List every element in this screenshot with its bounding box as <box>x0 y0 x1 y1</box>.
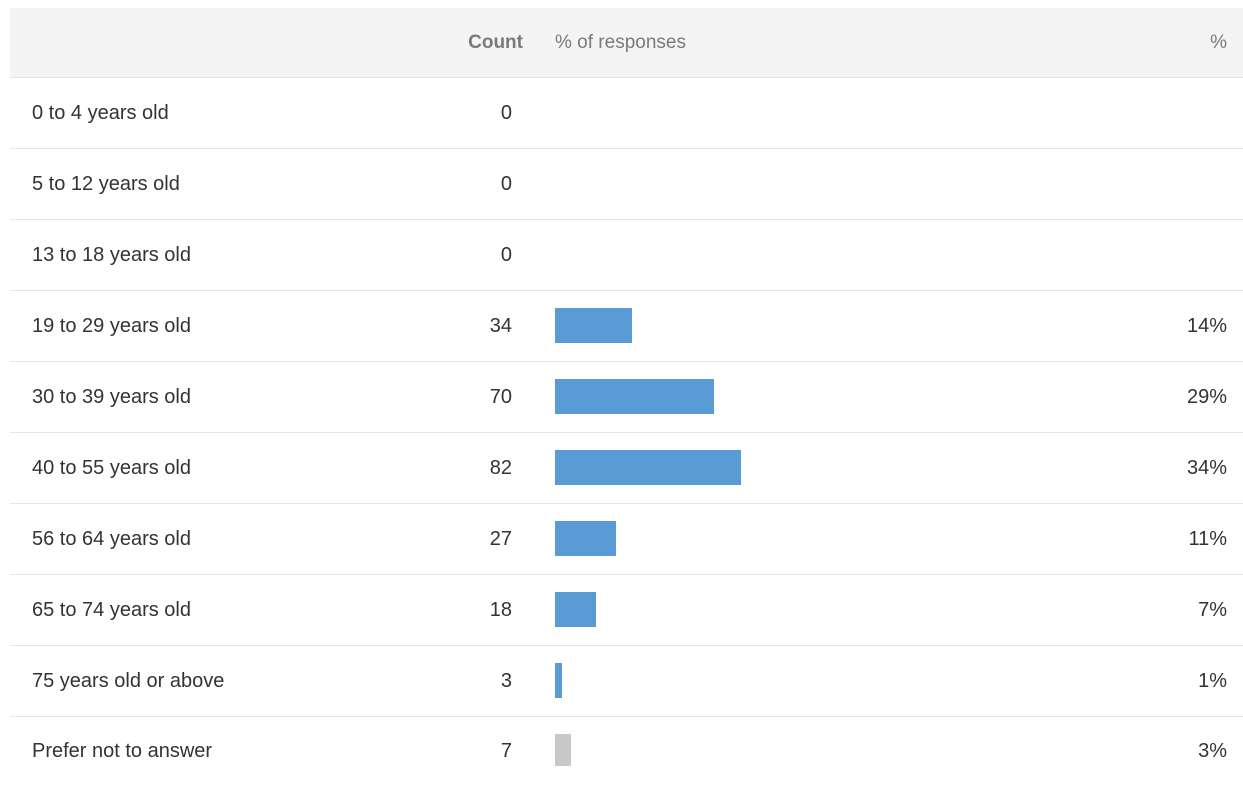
table-row: 56 to 64 years old 27 11% <box>10 504 1243 575</box>
table-body: 0 to 4 years old 0 5 to 12 years old 0 13 to… <box>10 78 1243 777</box>
row-label: 19 to 29 years old <box>32 315 191 337</box>
row-label: 13 to 18 years old <box>32 244 191 266</box>
bar-track <box>555 521 1105 556</box>
row-label: 5 to 12 years old <box>32 173 180 195</box>
response-bar <box>555 379 714 414</box>
row-count: 70 <box>489 386 512 408</box>
row-percent: 11% <box>1188 528 1227 550</box>
response-bar <box>555 734 571 766</box>
row-label: 56 to 64 years old <box>32 528 191 550</box>
row-count: 7 <box>500 740 512 762</box>
bar-track <box>555 95 1105 130</box>
row-count: 27 <box>489 528 512 550</box>
response-bar <box>555 663 562 698</box>
bar-track <box>555 308 1105 343</box>
table-row: 19 to 29 years old 34 14% <box>10 291 1243 362</box>
table-row: 0 to 4 years old 0 <box>10 78 1243 149</box>
response-bar <box>555 592 596 627</box>
row-count: 34 <box>489 315 512 337</box>
table-row: 13 to 18 years old 0 <box>10 220 1243 291</box>
table-row: 65 to 74 years old 18 7% <box>10 575 1243 646</box>
row-label: 75 years old or above <box>32 670 225 692</box>
row-label: Prefer not to answer <box>32 740 213 762</box>
response-bar <box>555 308 632 343</box>
table-row: 30 to 39 years old 70 29% <box>10 362 1243 433</box>
row-count: 3 <box>500 670 512 692</box>
bar-track <box>555 379 1105 414</box>
percent-column-header: % <box>1210 32 1227 53</box>
response-bar <box>555 521 616 556</box>
response-bar <box>555 450 741 485</box>
bar-track <box>555 592 1105 627</box>
table-header-row: Count % of responses % <box>10 8 1243 78</box>
row-count: 0 <box>500 173 512 195</box>
table-row: 5 to 12 years old 0 <box>10 149 1243 220</box>
table-row: 75 years old or above 3 1% <box>10 646 1243 717</box>
row-count: 0 <box>500 102 512 124</box>
age-distribution-table: Count % of responses % 0 to 4 years old 0… <box>10 8 1243 777</box>
row-label: 65 to 74 years old <box>32 599 191 621</box>
table-row: 40 to 55 years old 82 34% <box>10 433 1243 504</box>
count-column-header: Count <box>468 32 523 53</box>
table-row: Prefer not to answer 7 3% <box>10 717 1243 777</box>
row-percent: 7% <box>1198 599 1227 621</box>
bar-track <box>555 663 1105 698</box>
row-percent: 3% <box>1198 740 1227 762</box>
row-percent: 34% <box>1186 457 1227 479</box>
row-count: 82 <box>489 457 512 479</box>
row-count: 18 <box>489 599 512 621</box>
row-percent: 29% <box>1186 386 1227 408</box>
bar-track <box>555 734 1105 766</box>
row-percent: 14% <box>1186 315 1227 337</box>
bar-track <box>555 237 1105 272</box>
row-label: 0 to 4 years old <box>32 102 169 124</box>
responses-column-header: % of responses <box>555 32 686 53</box>
bar-track <box>555 450 1105 485</box>
row-count: 0 <box>500 244 512 266</box>
row-label: 30 to 39 years old <box>32 386 191 408</box>
bar-track <box>555 166 1105 201</box>
row-percent: 1% <box>1198 670 1227 692</box>
row-label: 40 to 55 years old <box>32 457 191 479</box>
